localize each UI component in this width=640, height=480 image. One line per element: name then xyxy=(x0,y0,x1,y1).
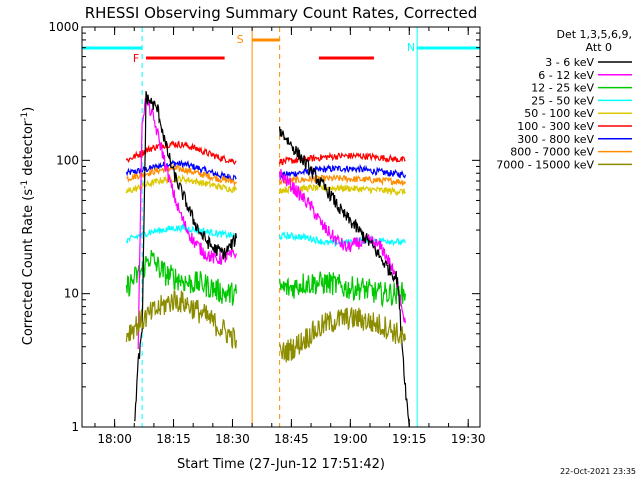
series-line xyxy=(279,173,406,187)
legend-label: 6 - 12 keV xyxy=(538,69,594,82)
legend-label: 800 - 7000 keV xyxy=(510,146,594,159)
series-line xyxy=(279,183,406,197)
legend-label: 25 - 50 keV xyxy=(531,94,594,107)
y-tick-label: 1 xyxy=(71,420,79,434)
x-tick-label: 19:15 xyxy=(392,432,427,446)
legend-label: 12 - 25 keV xyxy=(531,82,594,95)
legend-label: 3 - 6 keV xyxy=(545,56,594,69)
plot-area: N S F 1 10 100 1000 18:00 18:15 18:30 18:45 19:00 19… xyxy=(48,20,485,446)
series-line xyxy=(125,250,237,306)
x-tick-label: 19:00 xyxy=(333,432,368,446)
legend-header-line-2: Att 0 xyxy=(586,41,612,54)
legend-header-line-1: Det 1,3,5,6,9, xyxy=(556,28,632,41)
x-tick-label: 18:00 xyxy=(97,432,132,446)
y-axis-label-part: detector xyxy=(21,120,36,180)
y-tick-label: 100 xyxy=(56,153,79,167)
x-tick-label: 19:30 xyxy=(451,432,486,446)
legend-label: 100 - 300 keV xyxy=(517,120,594,133)
series-line xyxy=(279,271,406,308)
y-tick-label: 10 xyxy=(64,287,79,301)
y-axis-label-sup: -1 xyxy=(20,112,30,121)
legend-label: 300 - 800 keV xyxy=(517,133,594,146)
series-line xyxy=(279,168,406,324)
y-axis-label-part: ) xyxy=(21,107,36,112)
x-axis-label: Start Time (27-Jun-12 17:51:42) xyxy=(177,457,385,472)
y-axis-label-sup: -1 xyxy=(20,180,30,189)
legend-label: 7000 - 15000 keV xyxy=(496,158,594,171)
series-line xyxy=(133,91,237,422)
series-line xyxy=(137,95,237,350)
y-axis-label-part: Corrected Count Rate (s xyxy=(21,189,36,346)
flare-bar-label: F xyxy=(133,52,139,65)
series-line xyxy=(279,163,406,181)
series-line xyxy=(279,307,406,363)
chart-title: RHESSI Observing Summary Count Rates, Co… xyxy=(85,4,478,22)
legend-label: 50 - 100 keV xyxy=(524,107,594,120)
series-line xyxy=(279,126,410,428)
footer-date: 22-Oct-2021 23:35 xyxy=(560,467,636,476)
series-line xyxy=(125,288,237,349)
y-tick-label: 1000 xyxy=(48,20,79,34)
saa-bar-label: S xyxy=(237,33,244,46)
series-line xyxy=(125,223,237,244)
x-tick-label: 18:30 xyxy=(215,432,250,446)
y-axis-label: Corrected Count Rate (s-1 detector-1) xyxy=(20,107,36,345)
night-bar-label: N xyxy=(407,41,415,54)
plot-frame xyxy=(81,26,481,428)
x-tick-label: 18:45 xyxy=(274,432,309,446)
x-tick-label: 18:15 xyxy=(156,432,191,446)
